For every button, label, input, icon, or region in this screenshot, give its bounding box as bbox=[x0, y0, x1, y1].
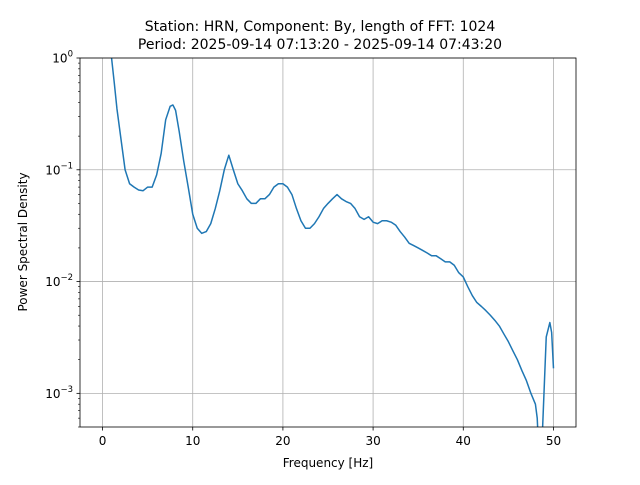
y-tick-mantissa: 10 bbox=[45, 275, 60, 289]
chart-title-line1: Station: HRN, Component: By, length of F… bbox=[145, 19, 496, 35]
y-tick-exponent: −3 bbox=[60, 385, 73, 395]
y-tick-label: 10−3 bbox=[45, 385, 73, 401]
y-tick-exponent: 0 bbox=[68, 50, 73, 60]
y-tick-exponent: −2 bbox=[60, 273, 73, 283]
y-axis-label: Power Spectral Density bbox=[16, 172, 30, 311]
x-tick-label: 0 bbox=[99, 434, 107, 448]
y-tick-mantissa: 10 bbox=[45, 387, 60, 401]
chart-title-line2: Period: 2025-09-14 07:13:20 - 2025-09-14… bbox=[138, 37, 502, 53]
x-tick-label: 50 bbox=[546, 434, 561, 448]
y-tick-label: 100 bbox=[52, 50, 73, 66]
plot-frame bbox=[79, 57, 577, 428]
y-tick-mantissa: 10 bbox=[45, 163, 60, 177]
x-tick-label: 30 bbox=[365, 434, 380, 448]
psd-series-line bbox=[110, 58, 555, 427]
y-tick-label: 10−2 bbox=[45, 273, 73, 289]
y-axis-minor-ticks bbox=[78, 62, 80, 428]
x-tick-label: 40 bbox=[456, 434, 471, 448]
x-tick-label: 20 bbox=[275, 434, 290, 448]
y-tick-mantissa: 10 bbox=[52, 52, 67, 66]
x-axis-label: Frequency [Hz] bbox=[283, 456, 374, 470]
x-axis-ticks: 0 10 20 30 40 50 bbox=[99, 427, 561, 448]
x-tick-label: 10 bbox=[185, 434, 200, 448]
y-tick-exponent: −1 bbox=[60, 161, 73, 171]
y-tick-label: 10−1 bbox=[45, 161, 73, 177]
